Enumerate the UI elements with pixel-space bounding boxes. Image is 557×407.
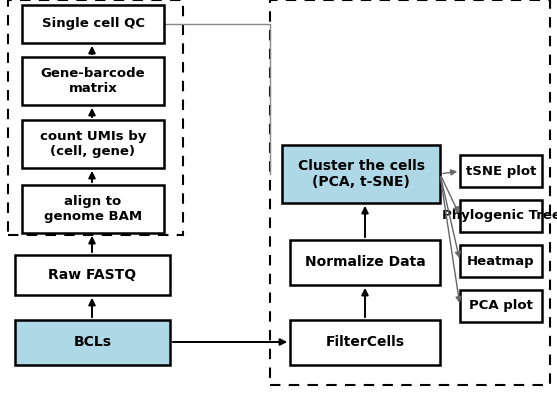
Text: Cluster the cells
(PCA, t-SNE): Cluster the cells (PCA, t-SNE)	[297, 159, 424, 189]
Bar	[460, 155, 542, 187]
Text: FilterCells: FilterCells	[325, 335, 404, 350]
Text: PCA plot: PCA plot	[469, 300, 533, 313]
Bar	[22, 5, 164, 43]
Text: count UMIs by
(cell, gene): count UMIs by (cell, gene)	[40, 130, 146, 158]
Bar	[22, 57, 164, 105]
Bar	[15, 255, 170, 295]
Text: Raw FASTQ: Raw FASTQ	[48, 268, 136, 282]
Bar	[290, 240, 440, 285]
Text: Normalize Data: Normalize Data	[305, 256, 426, 269]
Bar	[460, 245, 542, 277]
Bar	[460, 200, 542, 232]
Text: Gene-barcode
matrix: Gene-barcode matrix	[41, 67, 145, 95]
Text: Phylogenic Tree: Phylogenic Tree	[442, 210, 557, 223]
Bar	[460, 290, 542, 322]
Bar	[22, 185, 164, 233]
Bar	[282, 145, 440, 203]
Text: Heatmap: Heatmap	[467, 254, 535, 267]
Text: Single cell QC: Single cell QC	[42, 18, 144, 31]
Bar	[22, 120, 164, 168]
Bar	[8, 0, 183, 235]
Text: BCLs: BCLs	[74, 335, 111, 350]
Text: tSNE plot: tSNE plot	[466, 164, 536, 177]
Bar	[270, 0, 550, 385]
Text: align to
genome BAM: align to genome BAM	[44, 195, 142, 223]
Bar	[290, 320, 440, 365]
Bar	[15, 320, 170, 365]
